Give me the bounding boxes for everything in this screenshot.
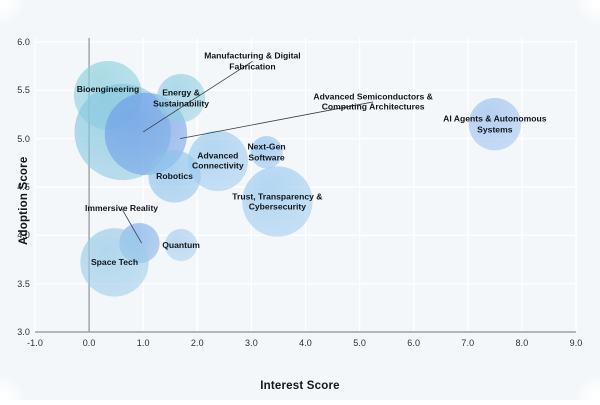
bubble-space-tech[interactable]: [80, 228, 149, 297]
y-axis-tick-label: 3.0: [17, 327, 30, 337]
bubble-trust-transparency-cybersecurity[interactable]: [242, 166, 313, 237]
x-axis-tick-label: 2.0: [190, 338, 204, 348]
bubble-ai-agents-autonomous-systems[interactable]: [468, 97, 522, 151]
y-axis-title: Adoption Score: [18, 156, 30, 245]
x-axis-tick-label: 6.0: [407, 338, 421, 348]
y-axis-tick-label: 3.5: [17, 278, 30, 289]
x-axis-tick-label: 4.0: [299, 338, 312, 348]
bubble-advanced-connectivity[interactable]: [187, 130, 249, 192]
leader-line: [121, 208, 142, 244]
y-axis-tick-label: 6.0: [17, 37, 30, 47]
x-axis-tick-label: 1.0: [136, 338, 150, 348]
x-axis-title: Interest Score: [260, 380, 340, 392]
y-axis-tick-label: 4.0: [17, 230, 30, 241]
x-axis-tick-label: 7.0: [461, 338, 475, 348]
bubble-label: Advanced Semiconductors & Computing Arch…: [313, 91, 433, 112]
leader-line: [142, 60, 253, 133]
x-axis-tick-label: -1.0: [27, 338, 43, 348]
x-axis-tick-label: 5.0: [353, 338, 366, 348]
bubbles-group: [73, 60, 522, 297]
bubble-energy-sustainability[interactable]: [156, 73, 206, 123]
x-axis-tick-label: 9.0: [569, 338, 583, 348]
bubble-label: Manufacturing & Digital Fabrication: [204, 50, 301, 72]
y-axis-tick-label: 4.5: [17, 182, 30, 192]
bubble-label: Immersive Reality: [85, 203, 159, 214]
x-axis-tick-label: 8.0: [515, 338, 529, 348]
leader-line: [179, 101, 374, 140]
bubble-quantum[interactable]: [164, 228, 198, 262]
x-axis-tick-label: 0.0: [82, 338, 96, 348]
leader-lines: [121, 60, 374, 244]
y-axis-tick-label: 5.0: [17, 133, 30, 144]
x-axis-tick-label: 3.0: [244, 338, 258, 348]
bubble-next-gen-software[interactable]: [250, 135, 283, 169]
y-axis-tick-label: 5.5: [17, 85, 30, 96]
